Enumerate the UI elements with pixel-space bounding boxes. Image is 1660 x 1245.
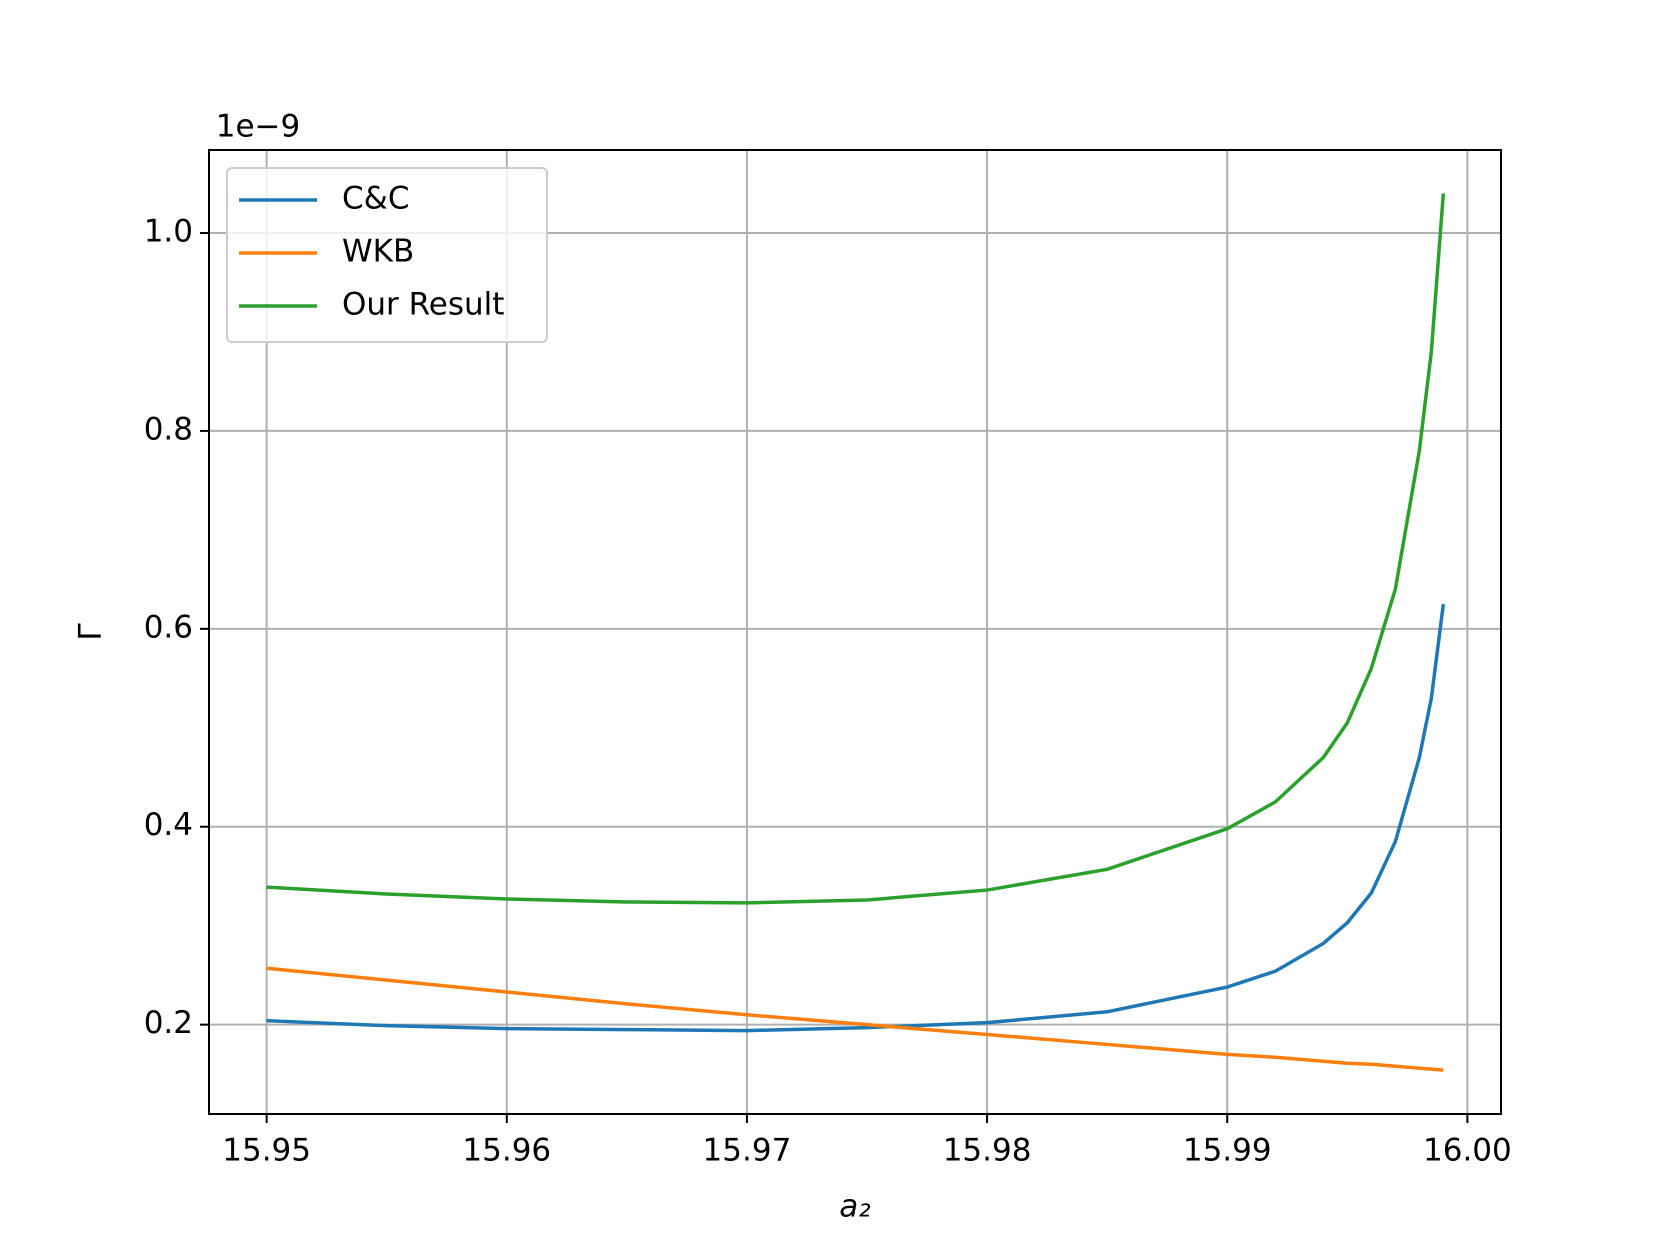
- legend-label: WKB: [342, 234, 414, 270]
- offset-label: 1e−9: [216, 109, 301, 145]
- series-line: [266, 603, 1446, 1033]
- y-tick-label: 0.4: [144, 807, 193, 843]
- x-tick-label: 15.99: [1183, 1133, 1272, 1169]
- y-tick-label: 1.0: [144, 214, 193, 250]
- x-tick-label: 15.96: [462, 1133, 551, 1169]
- y-tick-label: 0.8: [144, 411, 193, 447]
- x-tick-label: 16.00: [1423, 1133, 1512, 1169]
- y-axis-label: Γ: [73, 623, 109, 641]
- legend: C&C WKB Our Result: [226, 167, 548, 343]
- x-axis-label: a₂: [839, 1189, 870, 1225]
- y-tick-label: 0.6: [144, 609, 193, 645]
- series-line: [266, 193, 1446, 905]
- legend-label: C&C: [342, 181, 409, 217]
- legend-box: [226, 167, 548, 343]
- y-tick-label: 0.2: [144, 1005, 193, 1041]
- x-tick-label: 15.97: [703, 1133, 792, 1169]
- x-tick-label: 15.95: [222, 1133, 311, 1169]
- legend-label: Our Result: [342, 287, 504, 323]
- plot-frame: [208, 149, 1502, 1115]
- x-tick-label: 15.98: [943, 1133, 1032, 1169]
- series-line: [266, 966, 1444, 1072]
